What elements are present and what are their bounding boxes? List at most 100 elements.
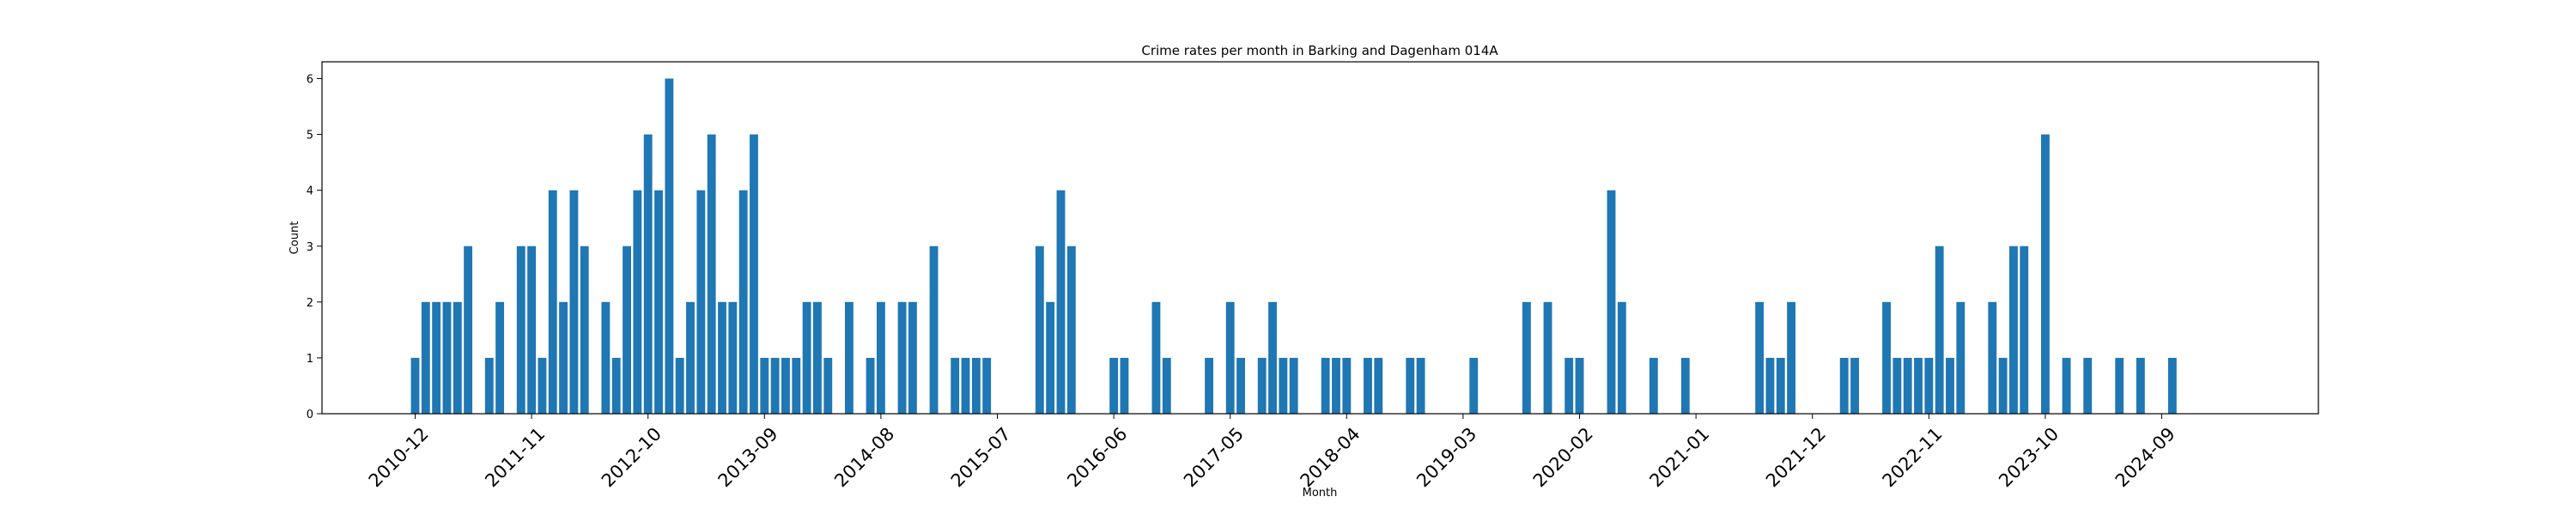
- x-tick-label: 2024-09: [2111, 423, 2179, 491]
- x-tick-label: 2019-03: [1413, 423, 1480, 491]
- bar-2013-06: [728, 301, 738, 414]
- x-tick-label: 2023-10: [1995, 423, 2063, 491]
- x-tick-label: 2021-12: [1762, 423, 1830, 491]
- bar-2017-03: [1205, 357, 1213, 414]
- bar-2013-08: [750, 134, 758, 414]
- bar-2014-01: [802, 301, 811, 414]
- bar-2015-01: [929, 245, 939, 414]
- bar-2020-12: [1680, 357, 1690, 414]
- bar-2012-01: [548, 190, 557, 414]
- bar-2018-04: [1342, 357, 1352, 414]
- bar-2013-02: [686, 301, 695, 414]
- bar-2024-10: [2167, 357, 2177, 414]
- bar-2020-09: [1649, 357, 1658, 414]
- y-tick-label: 5: [307, 130, 313, 142]
- bar-2024-05: [2115, 357, 2124, 414]
- bar-2014-03: [823, 357, 833, 414]
- bar-2022-08: [1893, 357, 1902, 414]
- bar-2018-03: [1332, 357, 1340, 414]
- bar-2022-03: [1839, 357, 1849, 414]
- bar-2011-12: [538, 357, 547, 414]
- bar-2023-07: [2009, 245, 2018, 414]
- bar-2012-08: [623, 245, 631, 414]
- chart-title: Crime rates per month in Barking and Dag…: [1141, 43, 1498, 58]
- bar-2011-07: [484, 357, 494, 414]
- bar-2015-12: [1046, 301, 1055, 414]
- bar-2016-11: [1162, 357, 1171, 414]
- bar-2017-06: [1236, 357, 1245, 414]
- y-axis: 0 1 2 3 4 5 6: [307, 74, 322, 421]
- bar-2013-10: [770, 357, 780, 414]
- y-tick-label: 6: [307, 74, 313, 87]
- bar-2012-04: [580, 245, 589, 414]
- bar-2013-07: [738, 190, 748, 414]
- x-tick-label: 2022-11: [1879, 423, 1947, 491]
- bar-2016-10: [1151, 301, 1161, 414]
- x-tick-label: 2015-07: [947, 423, 1015, 491]
- bar-2018-02: [1321, 357, 1330, 414]
- bar-2019-09: [1522, 301, 1531, 414]
- bar-2022-09: [1903, 357, 1912, 414]
- x-tick-label: 2017-05: [1180, 423, 1248, 491]
- bar-2017-05: [1225, 301, 1235, 414]
- bar-2011-01: [421, 301, 430, 414]
- bar-2021-08: [1765, 357, 1775, 414]
- bar-2014-05: [844, 301, 854, 414]
- bar-2022-12: [1935, 245, 1944, 414]
- y-tick-label: 1: [307, 353, 313, 366]
- bar-2019-11: [1543, 301, 1552, 414]
- bar-2011-10: [516, 245, 526, 414]
- bar-2011-08: [495, 301, 505, 414]
- x-tick-label: 2016-06: [1063, 423, 1131, 491]
- bar-2023-02: [1956, 301, 1965, 414]
- bar-2013-12: [792, 357, 801, 414]
- bar-2015-04: [961, 357, 970, 414]
- bar-2016-01: [1056, 190, 1066, 414]
- bar-2011-05: [464, 245, 473, 414]
- bar-2012-12: [665, 78, 674, 415]
- bar-2013-05: [718, 301, 726, 414]
- bar-2011-03: [442, 301, 452, 414]
- bar-2022-07: [1882, 301, 1891, 414]
- bar-2020-06: [1617, 301, 1626, 414]
- bar-2022-11: [1924, 357, 1934, 414]
- bar-2011-02: [432, 301, 441, 414]
- y-tick-label: 0: [307, 409, 313, 421]
- bar-2014-10: [897, 301, 907, 414]
- bar-2014-11: [908, 301, 917, 414]
- x-axis-label: Month: [1303, 487, 1338, 500]
- bar-2017-08: [1257, 357, 1267, 414]
- plot-frame: [321, 61, 2319, 415]
- bar-2021-10: [1787, 301, 1796, 414]
- x-axis: 2010-12 2011-11 2012-10 2013-09 2014-08 2015-…: [365, 414, 2179, 491]
- bar-2011-04: [453, 301, 462, 414]
- x-tick-label: 2014-08: [830, 423, 898, 491]
- bar-2016-07: [1120, 357, 1129, 414]
- bar-2014-07: [866, 357, 875, 414]
- bar-2011-11: [527, 245, 537, 414]
- bar-2012-10: [643, 134, 653, 414]
- bar-2022-04: [1850, 357, 1859, 414]
- bar-2015-03: [951, 357, 960, 414]
- bar-2012-06: [601, 301, 611, 414]
- bar-2013-04: [707, 134, 716, 414]
- x-tick-label: 2020-02: [1529, 423, 1597, 491]
- bar-2013-01: [675, 357, 684, 414]
- bar-2015-05: [971, 357, 981, 414]
- y-tick-label: 4: [307, 185, 313, 198]
- bar-2013-03: [696, 190, 706, 414]
- bar-2016-02: [1066, 245, 1076, 414]
- bar-2021-07: [1755, 301, 1765, 414]
- bar-2013-11: [781, 357, 790, 414]
- x-tick-label: 2012-10: [598, 423, 665, 491]
- bars-group: [410, 78, 2177, 415]
- bar-2017-11: [1289, 357, 1298, 414]
- bar-2012-03: [569, 190, 579, 414]
- bar-2015-06: [982, 357, 992, 414]
- bar-2012-07: [611, 357, 621, 414]
- x-tick-label: 2011-11: [481, 423, 549, 491]
- bar-2020-02: [1575, 357, 1584, 414]
- bar-2021-09: [1776, 357, 1785, 414]
- bar-2014-02: [813, 301, 822, 414]
- bar-2015-11: [1035, 245, 1044, 414]
